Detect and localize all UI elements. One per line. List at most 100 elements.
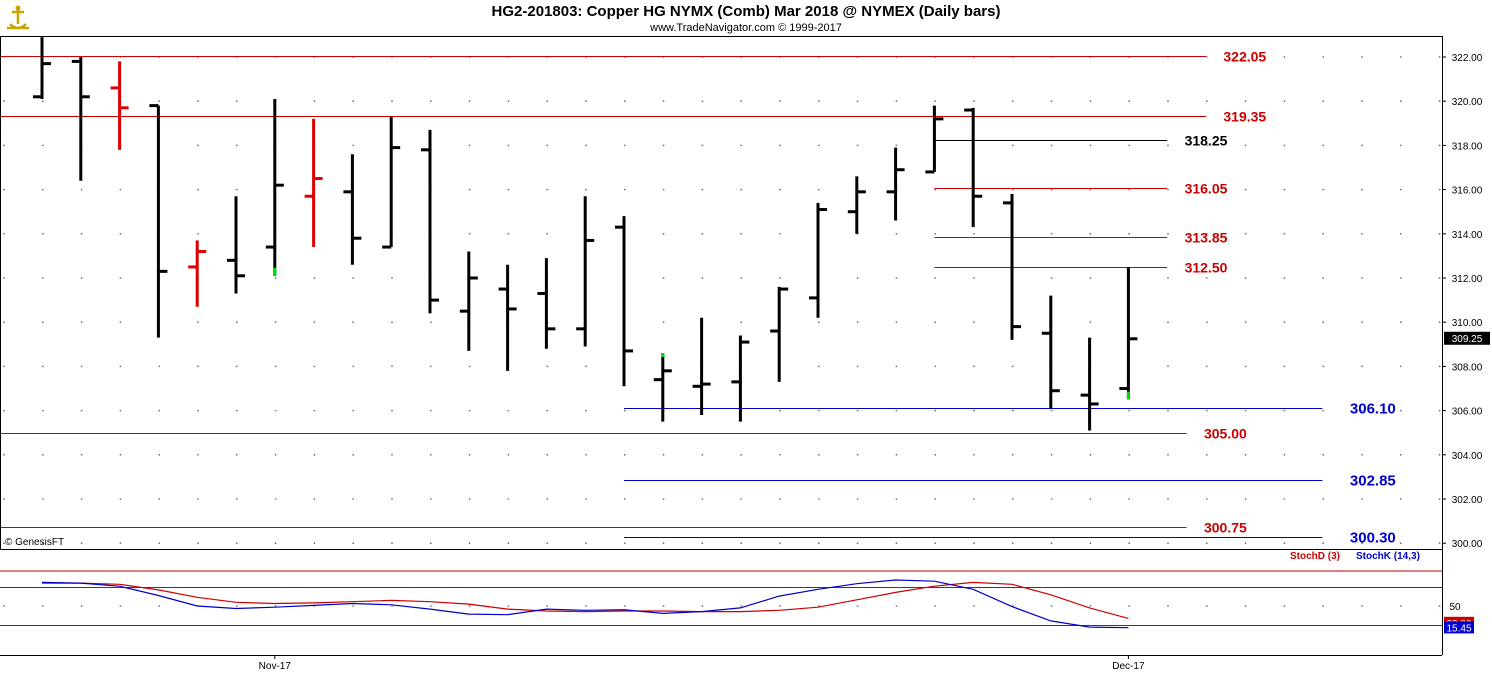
- grid-dot: [1089, 542, 1092, 545]
- grid-dot: [41, 453, 44, 456]
- grid-dot: [817, 498, 820, 500]
- grid-dot: [507, 232, 510, 235]
- grid-dot: [352, 365, 355, 368]
- grid-dot: [895, 144, 898, 147]
- grid-dot: [197, 498, 199, 500]
- grid-dot: [507, 498, 510, 500]
- grid-dot: [1399, 100, 1402, 103]
- grid-dot: [546, 365, 549, 368]
- grid-dot: [973, 542, 975, 545]
- grid-dot: [1438, 365, 1441, 368]
- grid-dot: [817, 100, 820, 103]
- grid-dot: [197, 365, 199, 368]
- grid-dot: [1438, 605, 1441, 607]
- level-label: 305.00: [1204, 426, 1247, 442]
- grid-dot: [740, 188, 743, 191]
- grid-dot: [158, 498, 161, 500]
- grid-dot: [856, 498, 859, 500]
- grid-dot: [429, 542, 432, 545]
- grid-dot: [274, 409, 277, 412]
- trade-navigator-logo-icon: [7, 5, 29, 30]
- grid-dot: [197, 542, 199, 545]
- grid-dot: [895, 498, 898, 500]
- y-tick-label: 302.00: [1452, 495, 1483, 506]
- grid-dot: [895, 232, 898, 235]
- grid-dot: [701, 144, 704, 147]
- grid-dot: [546, 605, 549, 607]
- grid-dot: [1011, 498, 1014, 500]
- grid-dot: [1244, 542, 1247, 545]
- grid-dot: [158, 453, 161, 456]
- grid-dot: [507, 409, 510, 412]
- grid-dot: [468, 232, 471, 235]
- grid-dot: [973, 321, 975, 324]
- stoch-d-label: StochD (3): [1290, 551, 1340, 562]
- grid-dot: [1283, 277, 1286, 279]
- grid-dot: [895, 277, 898, 279]
- stochastic-panel: 22.8915.45: [0, 579, 1474, 634]
- grid-dot: [1361, 232, 1363, 235]
- grid-dot: [352, 605, 355, 607]
- grid-dot: [623, 100, 626, 103]
- grid-dot: [1167, 605, 1169, 607]
- grid-dot: [1283, 605, 1286, 607]
- grid-dot: [662, 453, 665, 456]
- grid-dot: [391, 542, 393, 545]
- grid-dot: [158, 100, 161, 103]
- grid-dot: [80, 321, 83, 324]
- grid-dot: [1205, 321, 1208, 324]
- grid-dot: [1167, 498, 1169, 500]
- grid-dot: [1205, 144, 1208, 147]
- grid-dot: [740, 277, 743, 279]
- grid-dot: [80, 232, 83, 235]
- grid-dot: [1438, 277, 1441, 279]
- grid-dot: [546, 232, 549, 235]
- grid-dot: [1244, 100, 1247, 103]
- grid-dot: [3, 365, 5, 368]
- grid-dot: [817, 542, 820, 545]
- grid-dot: [507, 453, 510, 456]
- grid-dot: [313, 100, 316, 103]
- y-tick-label: 306.00: [1452, 407, 1483, 418]
- grid-dot: [1322, 321, 1325, 324]
- grid-dot: [313, 498, 316, 500]
- grid-dot: [3, 453, 5, 456]
- grid-dot: [623, 144, 626, 147]
- grid-dot: [1283, 188, 1286, 191]
- grid-dot: [1050, 277, 1053, 279]
- grid-dot: [3, 605, 5, 607]
- grid-dot: [973, 498, 975, 500]
- y-tick-label: 316.00: [1452, 186, 1483, 197]
- grid-dot: [934, 232, 937, 235]
- grid-dot: [1167, 144, 1169, 147]
- y-tick-label: 300.00: [1452, 539, 1483, 550]
- grid-dot: [274, 542, 277, 545]
- grid-dot: [1399, 188, 1402, 191]
- grid-dot: [1399, 542, 1402, 545]
- level-label: 316.05: [1185, 181, 1228, 197]
- grid-dot: [779, 409, 781, 412]
- grid-dot: [817, 409, 820, 412]
- grid-dot: [662, 188, 665, 191]
- grid-dot: [507, 100, 510, 103]
- grid-dot: [1205, 100, 1208, 103]
- grid-dot: [740, 453, 743, 456]
- level-label: 319.35: [1223, 109, 1266, 125]
- grid-dot: [1244, 188, 1247, 191]
- grid-dot: [1011, 100, 1014, 103]
- grid-dot: [352, 542, 355, 545]
- grid-dot: [352, 498, 355, 500]
- grid-dot: [391, 321, 393, 324]
- grid-dot: [779, 232, 781, 235]
- grid-dot: [1244, 498, 1247, 500]
- grid-dot: [158, 605, 161, 607]
- stoch-k-label: StochK (14,3): [1356, 551, 1420, 562]
- grid-dot: [662, 498, 665, 500]
- grid-dot: [779, 605, 781, 607]
- grid-dot: [1399, 56, 1402, 58]
- grid-dot: [313, 321, 316, 324]
- axes: 300.00 302.00 304.00 306.00 308.00 310.00 312.…: [0, 36, 1490, 672]
- grid-dot: [158, 542, 161, 545]
- grid-dot: [1167, 100, 1169, 103]
- grid-dot: [235, 409, 238, 412]
